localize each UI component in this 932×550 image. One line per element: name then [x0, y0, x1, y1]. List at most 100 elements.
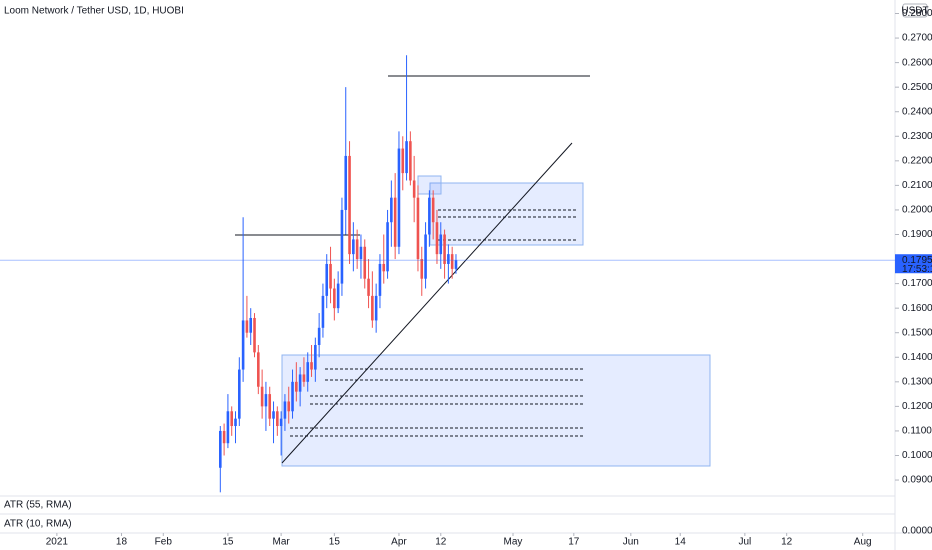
y-tick-label: 0.220000	[902, 155, 932, 166]
trend-line	[281, 142, 573, 464]
y-tick-label: 0.120000	[902, 401, 932, 412]
x-tick-label: May	[504, 537, 523, 548]
candle-body	[329, 263, 332, 289]
y-tick-label: 0.200000	[902, 205, 932, 216]
candle-body	[272, 411, 275, 419]
candle-body	[249, 317, 253, 333]
candle-body	[302, 374, 306, 382]
x-tick-label: 17	[568, 537, 580, 548]
candle-body	[226, 411, 230, 444]
x-tick-label: 12	[781, 537, 793, 548]
y-tick-label: 0.240000	[902, 106, 932, 117]
y-tick-label: 0.100000	[902, 450, 932, 461]
candle-body	[359, 246, 363, 260]
y-tick-label: 0.130000	[902, 376, 932, 387]
candle-body	[325, 263, 329, 296]
candle-body	[348, 155, 351, 255]
candle-body	[287, 401, 291, 412]
candle-body	[382, 263, 386, 272]
last-price-badge	[895, 254, 932, 274]
candle-body	[241, 320, 245, 370]
x-tick-label: 14	[675, 537, 687, 548]
indicator-value-label: 0.000000	[902, 526, 932, 537]
candle-body	[279, 418, 283, 427]
demand-zone	[281, 354, 711, 467]
candle-body	[435, 222, 439, 255]
candle-body	[447, 254, 450, 264]
y-tick-label: 0.170000	[902, 278, 932, 289]
candle-body	[390, 197, 393, 223]
candle-body	[238, 369, 241, 419]
y-tick-label: 0.280000	[902, 8, 932, 19]
candle-body	[355, 239, 359, 260]
candle-body	[336, 283, 340, 309]
candle-body	[409, 141, 412, 181]
candle-body	[260, 386, 264, 407]
y-tick-label: 0.210000	[902, 180, 932, 191]
y-tick-label: 0.270000	[902, 33, 932, 44]
x-tick-label: Aug	[854, 537, 872, 548]
candle-body	[439, 234, 443, 255]
x-tick-label: Mar	[273, 537, 291, 548]
x-tick-label: 15	[329, 537, 341, 548]
candle-body	[310, 362, 313, 370]
candle-body	[450, 254, 454, 269]
indicator-label: ATR (10, RMA)	[4, 519, 72, 530]
candle-body	[314, 344, 317, 370]
candle-body	[424, 234, 427, 279]
candle-body	[443, 234, 446, 264]
x-tick-label: Jul	[738, 537, 751, 548]
candle-body	[245, 320, 249, 333]
candle-body	[268, 394, 272, 419]
candle-body	[454, 260, 458, 269]
indicator-label: ATR (55, RMA)	[4, 500, 72, 511]
y-tick-label: 0.160000	[902, 303, 932, 314]
candle-body	[253, 317, 256, 353]
y-tick-label: 0.140000	[902, 352, 932, 363]
candle-body	[374, 295, 378, 321]
candle-body	[386, 222, 389, 272]
candle-body	[283, 401, 287, 419]
candle-body	[298, 374, 302, 392]
candle-body	[344, 155, 348, 210]
x-tick-label: Apr	[391, 537, 407, 548]
y-tick-label: 0.250000	[902, 82, 932, 93]
candle-body	[276, 411, 279, 427]
supply-zone	[429, 182, 584, 246]
candle-body	[306, 362, 310, 382]
dashed-levels	[290, 209, 583, 437]
candle-body	[291, 381, 294, 412]
candle-body	[420, 259, 424, 279]
candle-body	[317, 327, 321, 345]
candle-body	[321, 295, 325, 328]
x-tick-label: Jun	[623, 537, 639, 548]
candle-body	[393, 197, 397, 247]
y-tick-label: 0.090000	[902, 475, 932, 486]
candle-body	[257, 352, 260, 387]
x-tick-label: 2021	[46, 537, 69, 548]
candle-body	[295, 381, 298, 392]
candle-body	[363, 246, 367, 279]
x-tick-label: Feb	[155, 537, 173, 548]
candle-body	[219, 430, 222, 468]
candle-body	[371, 295, 374, 321]
y-tick-label: 0.110000	[902, 426, 932, 437]
candle-body	[340, 209, 344, 284]
candle-body	[222, 430, 226, 444]
y-tick-label: 0.150000	[902, 327, 932, 338]
candle-body	[333, 288, 336, 309]
x-tick-label: 12	[435, 537, 447, 548]
last-price-label: 0.179521	[902, 255, 932, 266]
currency-label: USDT	[901, 6, 928, 17]
candle-body	[352, 239, 355, 255]
y-tick-label: 0.260000	[902, 57, 932, 68]
countdown-label: 17:53:19	[902, 264, 932, 275]
candle-body	[431, 197, 435, 223]
x-tick-label: 18	[116, 537, 128, 548]
y-tick-label: 0.230000	[902, 131, 932, 142]
currency-badge[interactable]	[902, 3, 928, 18]
candle-body	[397, 148, 401, 247]
chart-title: Loom Network / Tether USD, 1D, HUOBI	[4, 6, 184, 17]
